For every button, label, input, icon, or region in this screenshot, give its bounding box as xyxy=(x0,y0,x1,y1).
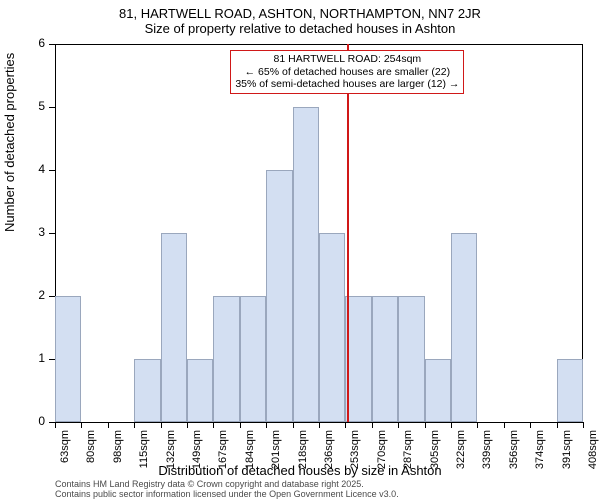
histogram-bar xyxy=(213,296,239,422)
x-tick-label: 287sqm xyxy=(402,430,414,490)
y-tick xyxy=(49,233,55,234)
x-tick xyxy=(187,422,188,428)
y-tick xyxy=(49,44,55,45)
x-tick xyxy=(81,422,82,428)
x-tick xyxy=(530,422,531,428)
x-tick xyxy=(240,422,241,428)
y-axis-title: Number of detached properties xyxy=(2,53,17,232)
x-tick-label: 408sqm xyxy=(587,430,599,490)
x-tick xyxy=(372,422,373,428)
y-tick-label: 5 xyxy=(25,99,45,113)
y-tick-label: 6 xyxy=(25,36,45,50)
y-tick xyxy=(49,296,55,297)
histogram-bar xyxy=(161,233,187,422)
reference-line xyxy=(347,44,349,422)
histogram-bar xyxy=(187,359,213,422)
x-tick-label: 374sqm xyxy=(534,430,546,490)
histogram-bar xyxy=(134,359,160,422)
x-tick-label: 322sqm xyxy=(455,430,467,490)
footer-line-1: Contains HM Land Registry data © Crown c… xyxy=(55,479,399,489)
title-line-2: Size of property relative to detached ho… xyxy=(0,21,600,36)
histogram-bar xyxy=(345,296,371,422)
histogram-bar xyxy=(398,296,424,422)
annotation-line-1: 81 HARTWELL ROAD: 254sqm xyxy=(235,53,459,66)
x-tick xyxy=(55,422,56,428)
histogram-bar xyxy=(55,296,81,422)
histogram-bar xyxy=(372,296,398,422)
y-tick xyxy=(49,170,55,171)
x-tick xyxy=(293,422,294,428)
histogram-bar xyxy=(425,359,451,422)
title-line-1: 81, HARTWELL ROAD, ASHTON, NORTHAMPTON, … xyxy=(0,6,600,21)
y-tick-label: 3 xyxy=(25,225,45,239)
histogram-bar xyxy=(557,359,583,422)
x-tick-label: 305sqm xyxy=(429,430,441,490)
x-tick xyxy=(425,422,426,428)
x-tick-label: 391sqm xyxy=(561,430,573,490)
x-tick xyxy=(583,422,584,428)
annotation-line-3: 35% of semi-detached houses are larger (… xyxy=(235,78,459,91)
histogram-bar xyxy=(451,233,477,422)
x-tick xyxy=(134,422,135,428)
histogram-bar xyxy=(293,107,319,422)
histogram-bar xyxy=(266,170,292,422)
y-tick-label: 4 xyxy=(25,162,45,176)
x-tick xyxy=(557,422,558,428)
x-tick xyxy=(504,422,505,428)
footer-line-2: Contains public sector information licen… xyxy=(55,489,399,499)
x-tick xyxy=(477,422,478,428)
x-tick xyxy=(345,422,346,428)
x-tick xyxy=(319,422,320,428)
y-tick xyxy=(49,107,55,108)
histogram-bar xyxy=(319,233,345,422)
x-tick xyxy=(213,422,214,428)
y-tick-label: 1 xyxy=(25,351,45,365)
x-tick xyxy=(108,422,109,428)
x-tick xyxy=(398,422,399,428)
x-axis-title: Distribution of detached houses by size … xyxy=(0,463,600,478)
y-tick xyxy=(49,359,55,360)
x-tick-label: 356sqm xyxy=(508,430,520,490)
x-tick xyxy=(451,422,452,428)
annotation-line-2: ← 65% of detached houses are smaller (22… xyxy=(235,66,459,79)
x-tick xyxy=(161,422,162,428)
x-tick-label: 339sqm xyxy=(481,430,493,490)
y-tick-label: 0 xyxy=(25,414,45,428)
chart-root: 81, HARTWELL ROAD, ASHTON, NORTHAMPTON, … xyxy=(0,0,600,500)
y-tick-label: 2 xyxy=(25,288,45,302)
histogram-bar xyxy=(240,296,266,422)
footer-attribution: Contains HM Land Registry data © Crown c… xyxy=(55,479,399,500)
annotation-box: 81 HARTWELL ROAD: 254sqm ← 65% of detach… xyxy=(230,50,464,94)
chart-title: 81, HARTWELL ROAD, ASHTON, NORTHAMPTON, … xyxy=(0,6,600,36)
x-tick xyxy=(266,422,267,428)
